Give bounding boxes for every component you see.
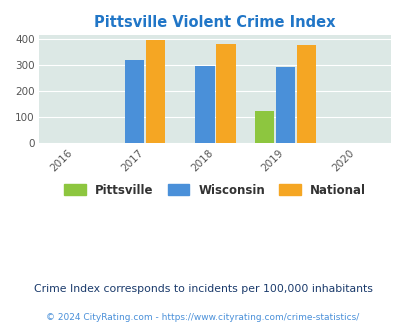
Bar [194,66,214,143]
Bar [215,44,235,143]
Bar [124,60,144,143]
Legend: Pittsville, Wisconsin, National: Pittsville, Wisconsin, National [60,179,370,201]
Text: Crime Index corresponds to incidents per 100,000 inhabitants: Crime Index corresponds to incidents per… [34,284,371,294]
Bar [145,40,165,143]
Bar [296,45,316,143]
Title: Pittsville Violent Crime Index: Pittsville Violent Crime Index [94,15,335,30]
Bar [275,67,295,143]
Bar [254,111,274,143]
Text: © 2024 CityRating.com - https://www.cityrating.com/crime-statistics/: © 2024 CityRating.com - https://www.city… [46,313,359,322]
